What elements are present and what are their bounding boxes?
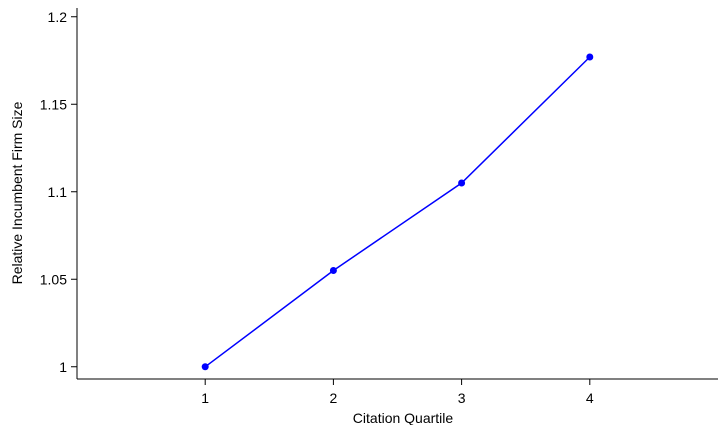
y-tick-label: 1.15	[40, 96, 67, 112]
data-point	[586, 53, 594, 61]
data-point	[329, 267, 337, 274]
y-tick-label: 1.2	[48, 9, 68, 25]
x-tick-label: 4	[586, 390, 594, 406]
data-point	[201, 363, 209, 371]
x-tick-label: 3	[458, 390, 466, 406]
y-tick-label: 1	[59, 359, 67, 375]
y-tick-label: 1.05	[40, 271, 67, 287]
data-point	[458, 179, 466, 187]
x-tick-label: 2	[330, 390, 338, 406]
series-line	[204, 56, 591, 368]
y-tick-label: 1.1	[48, 184, 68, 200]
x-tick-label: 1	[201, 390, 209, 406]
plot-area: 1 1.05 1.1 1.15 1.2 1 2 3 4	[40, 8, 718, 406]
x-axis-title: Citation Quartile	[353, 410, 454, 425]
y-axis-title: Relative Incumbent Firm Size	[9, 101, 25, 284]
